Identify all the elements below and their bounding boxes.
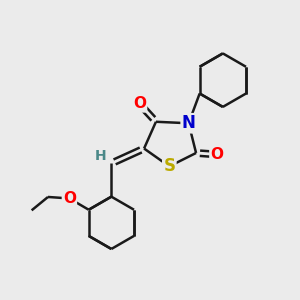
Text: O: O (210, 147, 224, 162)
Text: H: H (94, 149, 106, 163)
Text: O: O (63, 191, 76, 206)
Text: S: S (163, 157, 175, 175)
Text: O: O (133, 96, 146, 111)
Text: N: N (182, 114, 196, 132)
